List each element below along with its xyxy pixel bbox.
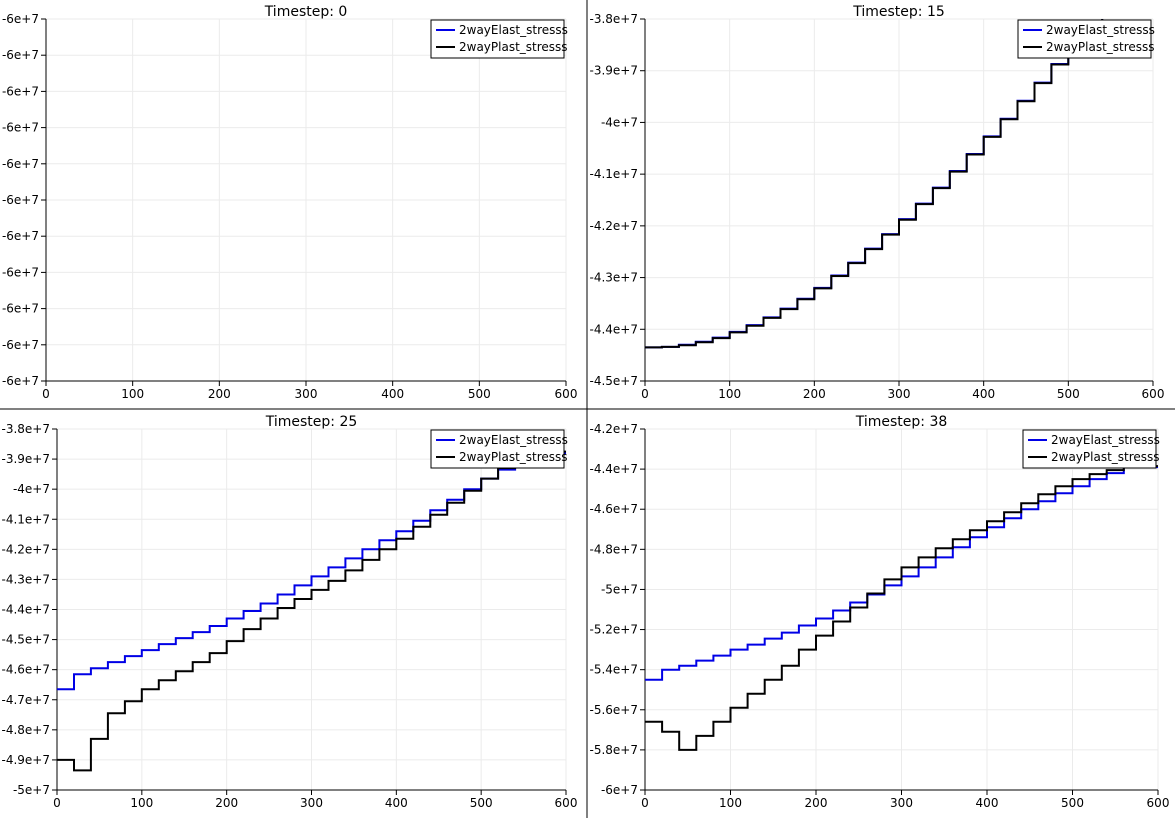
x-tick-label: 400 <box>976 796 999 810</box>
legend-label: 2wayElast_stresss <box>1051 433 1160 447</box>
chart-panel-2: Timestep: 25 0 100 200 300 400 500 600 -5e+7 -4.9… <box>2 414 578 810</box>
x-tick-label: 100 <box>718 387 741 401</box>
y-tick-label: -4.9e+7 <box>2 753 51 767</box>
legend-box <box>430 429 565 469</box>
series-line-1 <box>57 450 566 772</box>
y-tick-label: -4.1e+7 <box>590 167 639 181</box>
legend-label: 2wayPlast_stresss <box>459 450 568 464</box>
x-tick-label: 400 <box>381 387 404 401</box>
y-tick-label: -6e+7 <box>2 84 39 98</box>
legend: 2wayElast_stresss 2wayPlast_stresss <box>1017 19 1155 59</box>
y-tick-label: -4.5e+7 <box>590 374 639 388</box>
y-tick-label: -4.3e+7 <box>590 271 639 285</box>
legend-box <box>430 19 565 59</box>
legend: 2wayElast_stresss 2wayPlast_stresss <box>1022 429 1160 469</box>
chart-panel-0: Timestep: 0 0 100 200 300 400 500 600 -6e+7 -6e+7… <box>2 4 578 401</box>
x-tick-label: 200 <box>215 796 238 810</box>
y-tick-label: -5.4e+7 <box>590 663 639 677</box>
x-tick-label: 600 <box>555 796 578 810</box>
legend-label: 2wayElast_stresss <box>459 433 568 447</box>
x-tick-label: 200 <box>208 387 231 401</box>
y-tick-label: -3.8e+7 <box>2 422 51 436</box>
y-tick-label: -5.2e+7 <box>590 623 639 637</box>
y-tick-label: -4.8e+7 <box>2 723 51 737</box>
y-tick-label: -6e+7 <box>2 157 39 171</box>
y-tick-label: -4.6e+7 <box>590 502 639 516</box>
y-tick-label: -4.2e+7 <box>2 542 51 556</box>
y-tick-label: -4.4e+7 <box>590 322 639 336</box>
y-tick-label: -6e+7 <box>2 374 39 388</box>
x-tick-label: 100 <box>121 387 144 401</box>
legend-box <box>1022 429 1157 469</box>
y-tick-label: -4e+7 <box>601 115 638 129</box>
series-line-0 <box>645 466 1158 681</box>
legend-label: 2wayElast_stresss <box>1046 23 1155 37</box>
chart-title: Timestep: 38 <box>855 414 948 430</box>
legend-label: 2wayPlast_stresss <box>459 40 568 54</box>
x-tick-label: 0 <box>641 387 649 401</box>
series-line-1 <box>645 465 1158 751</box>
x-tick-label: 300 <box>300 796 323 810</box>
x-tick-label: 600 <box>1147 796 1170 810</box>
chart-title: Timestep: 15 <box>852 4 945 20</box>
y-tick-label: -6e+7 <box>2 229 39 243</box>
x-tick-label: 200 <box>805 796 828 810</box>
y-tick-label: -5e+7 <box>13 783 50 797</box>
x-tick-label: 500 <box>1061 796 1084 810</box>
x-tick-label: 300 <box>890 796 913 810</box>
legend-label: 2wayElast_stresss <box>459 23 568 37</box>
x-tick-label: 0 <box>641 796 649 810</box>
legend: 2wayElast_stresss 2wayPlast_stresss <box>430 19 568 59</box>
chart-title: Timestep: 0 <box>264 4 348 20</box>
y-tick-label: -6e+7 <box>2 48 39 62</box>
y-tick-label: -3.9e+7 <box>2 452 51 466</box>
x-tick-label: 600 <box>555 387 578 401</box>
legend-box <box>1017 19 1152 59</box>
y-tick-label: -4.2e+7 <box>590 422 639 436</box>
x-tick-label: 100 <box>719 796 742 810</box>
chart-title: Timestep: 25 <box>265 414 358 430</box>
y-tick-label: -4.1e+7 <box>2 512 51 526</box>
y-tick-label: -3.8e+7 <box>590 12 639 26</box>
y-tick-label: -6e+7 <box>2 193 39 207</box>
legend: 2wayElast_stresss 2wayPlast_stresss <box>430 429 568 469</box>
x-tick-label: 0 <box>53 796 61 810</box>
y-tick-label: -5.6e+7 <box>590 703 639 717</box>
y-tick-label: -6e+7 <box>601 783 638 797</box>
x-tick-label: 500 <box>1057 387 1080 401</box>
y-tick-label: -4e+7 <box>13 482 50 496</box>
x-tick-label: 500 <box>468 387 491 401</box>
y-tick-label: -3.9e+7 <box>590 64 639 78</box>
y-tick-label: -4.2e+7 <box>590 219 639 233</box>
y-tick-label: -5e+7 <box>601 582 638 596</box>
x-tick-label: 100 <box>130 796 153 810</box>
y-tick-label: -4.4e+7 <box>2 603 51 617</box>
x-tick-label: 300 <box>888 387 911 401</box>
x-tick-label: 0 <box>42 387 50 401</box>
y-tick-label: -6e+7 <box>2 302 39 316</box>
y-tick-label: -4.3e+7 <box>2 572 51 586</box>
y-tick-label: -4.7e+7 <box>2 693 51 707</box>
x-tick-label: 500 <box>470 796 493 810</box>
x-tick-label: 600 <box>1142 387 1165 401</box>
x-tick-label: 200 <box>803 387 826 401</box>
x-tick-label: 400 <box>385 796 408 810</box>
series-line-1 <box>645 19 1104 349</box>
legend-label: 2wayPlast_stresss <box>1046 40 1155 54</box>
y-tick-label: -4.5e+7 <box>2 633 51 647</box>
chart-panel-3: Timestep: 38 0 100 200 300 400 500 600 -6e+7 -5.8… <box>590 414 1170 810</box>
y-tick-label: -6e+7 <box>2 12 39 26</box>
y-tick-label: -6e+7 <box>2 265 39 279</box>
y-tick-label: -6e+7 <box>2 338 39 352</box>
y-tick-label: -4.6e+7 <box>2 663 51 677</box>
y-tick-label: -4.8e+7 <box>590 542 639 556</box>
legend-label: 2wayPlast_stresss <box>1051 450 1160 464</box>
chart-panel-1: Timestep: 15 0 100 200 300 400 500 600 -4.5e+7 -4… <box>590 4 1165 401</box>
y-tick-label: -5.8e+7 <box>590 743 639 757</box>
y-tick-label: -4.4e+7 <box>590 462 639 476</box>
x-tick-label: 400 <box>972 387 995 401</box>
y-tick-label: -6e+7 <box>2 121 39 135</box>
x-tick-label: 300 <box>295 387 318 401</box>
